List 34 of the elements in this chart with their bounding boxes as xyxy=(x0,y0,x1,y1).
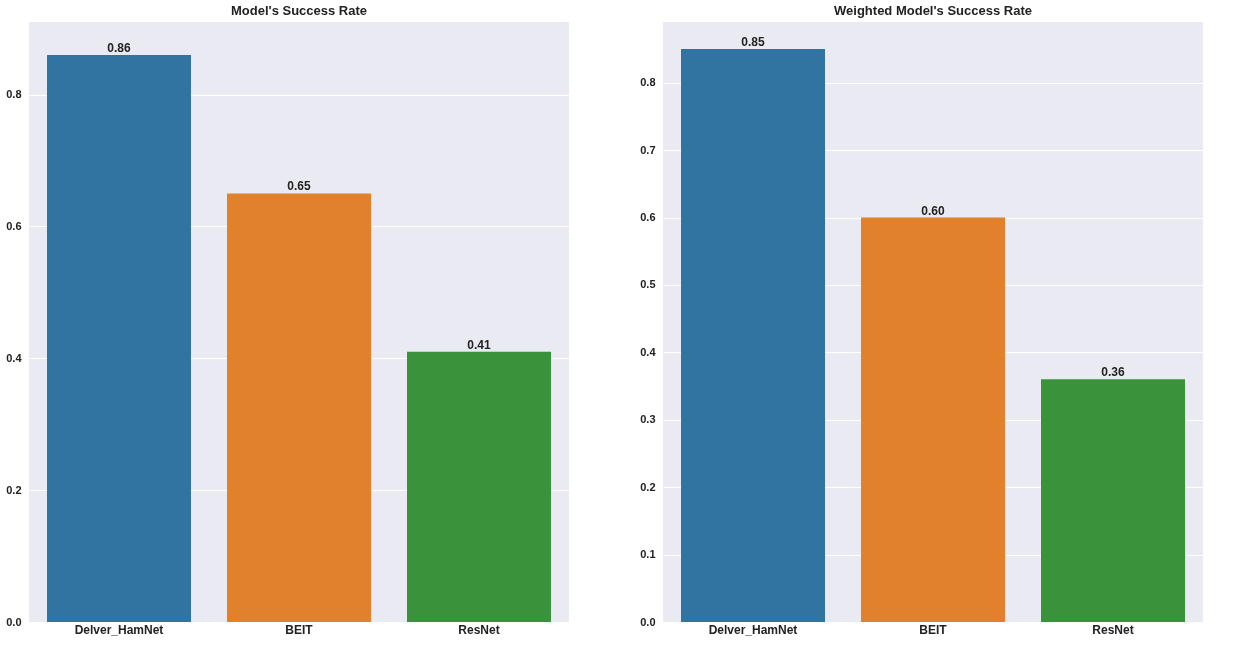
y-tick-label: 0.4 xyxy=(640,345,657,358)
bar xyxy=(407,351,551,622)
y-tick-label: 0.3 xyxy=(640,413,656,426)
y-tick-label: 0.6 xyxy=(640,211,656,224)
y-tick-label: 0.0 xyxy=(640,615,656,628)
bar xyxy=(227,193,371,622)
x-tick-label: Delver_HamNet xyxy=(74,622,164,637)
y-tick-label: 0.6 xyxy=(6,219,22,232)
chart-title: Model's Success Rate xyxy=(230,3,368,18)
data-label: 0.85 xyxy=(741,34,765,49)
x-tick-label: ResNet xyxy=(458,622,500,637)
y-tick-label: 0.5 xyxy=(640,278,656,291)
data-label: 0.86 xyxy=(107,40,131,55)
bar xyxy=(47,54,191,622)
bar xyxy=(681,48,825,622)
chart-title: Weighted Model's Success Rate xyxy=(834,3,1032,18)
y-tick-label: 0.1 xyxy=(640,548,656,561)
y-tick-label: 0.7 xyxy=(640,143,656,156)
bar xyxy=(861,217,1005,622)
y-tick-label: 0.0 xyxy=(6,615,22,628)
y-tick-label: 0.8 xyxy=(640,76,656,89)
x-tick-label: BEIT xyxy=(919,622,948,637)
y-tick-label: 0.8 xyxy=(6,88,22,101)
data-label: 0.36 xyxy=(1101,365,1125,380)
x-tick-label: ResNet xyxy=(1092,622,1134,637)
x-tick-label: Delver_HamNet xyxy=(708,622,798,637)
data-label: 0.60 xyxy=(921,203,945,218)
y-tick-label: 0.2 xyxy=(6,483,22,496)
data-label: 0.65 xyxy=(287,179,311,194)
y-tick-label: 0.4 xyxy=(6,351,23,364)
bar xyxy=(1041,379,1185,622)
data-label: 0.41 xyxy=(467,337,491,352)
x-tick-label: BEIT xyxy=(285,622,314,637)
y-tick-label: 0.2 xyxy=(640,480,656,493)
